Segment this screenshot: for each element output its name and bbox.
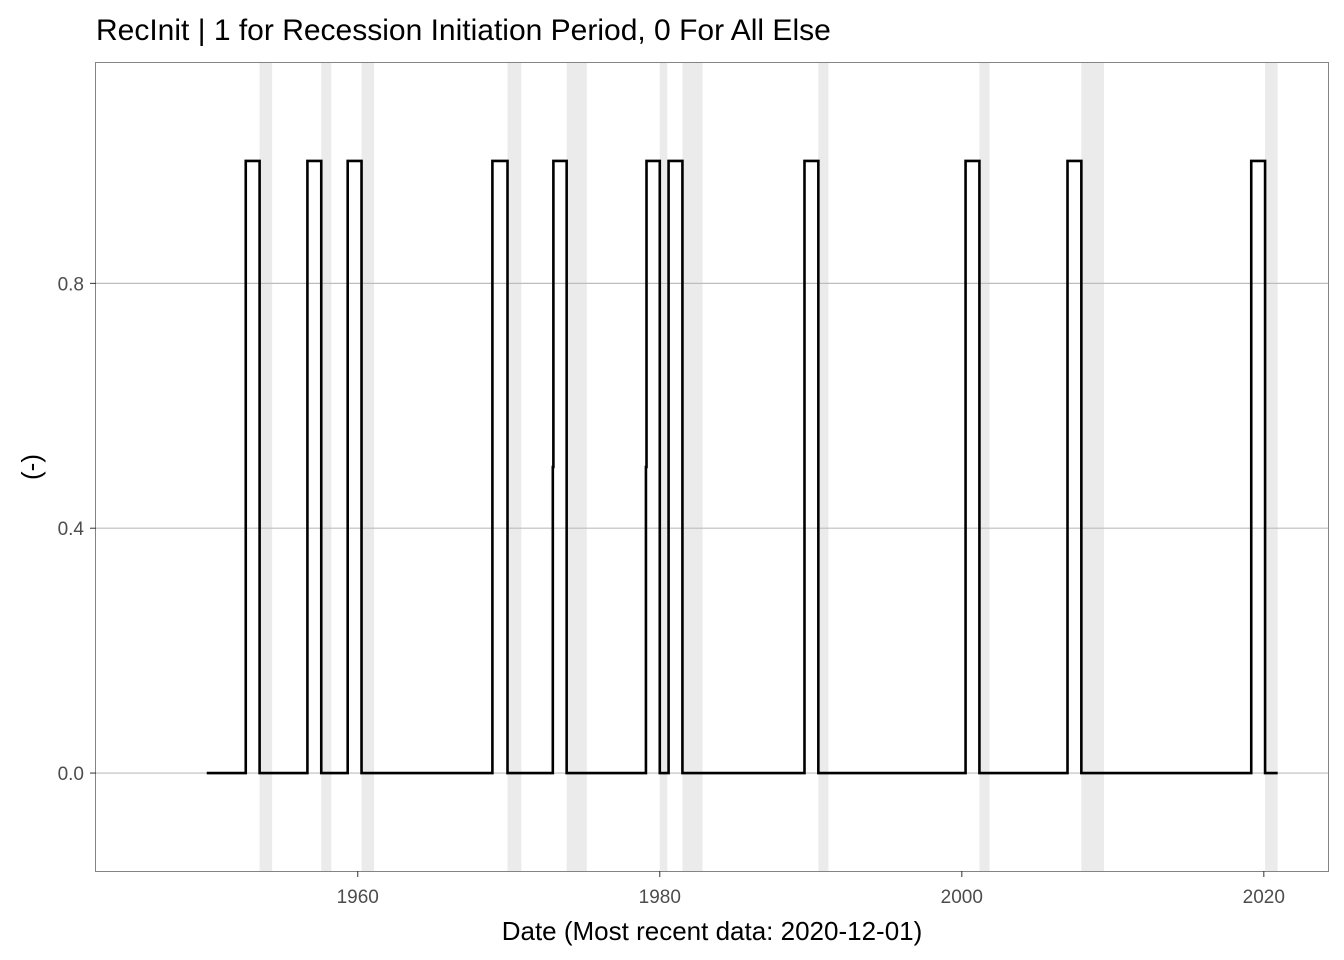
plot-panel-border xyxy=(95,62,1329,872)
recession-band xyxy=(682,63,703,871)
recession-band xyxy=(259,63,273,871)
series-line xyxy=(206,159,1278,775)
y-axis-title: (-) xyxy=(16,454,46,480)
recession-band xyxy=(818,63,829,871)
x-axis-title: Date (Most recent data: 2020-12-01) xyxy=(502,916,923,946)
x-tick-label: 2020 xyxy=(1243,887,1285,908)
recession-shading xyxy=(259,63,1278,871)
x-tick-label: 1960 xyxy=(337,887,379,908)
y-tick-label: 0.0 xyxy=(58,764,84,785)
recession-band xyxy=(1081,63,1104,871)
y-tick-label: 0.8 xyxy=(58,274,84,295)
recession-band xyxy=(1265,63,1278,871)
y-tick-label: 0.4 xyxy=(58,519,85,540)
recession-band xyxy=(361,63,375,871)
x-axis: 1960 1980 2000 2020 xyxy=(337,871,1285,908)
chart-title: RecInit | 1 for Recession Initiation Per… xyxy=(96,14,831,47)
recession-band xyxy=(979,63,990,871)
recession-band xyxy=(321,63,332,871)
x-tick-label: 1980 xyxy=(639,887,681,908)
x-tick-label: 2000 xyxy=(941,887,983,908)
y-axis: 0.0 0.4 0.8 xyxy=(58,274,96,785)
recession-band xyxy=(659,63,668,871)
recession-band xyxy=(507,63,522,871)
recession-band xyxy=(566,63,587,871)
